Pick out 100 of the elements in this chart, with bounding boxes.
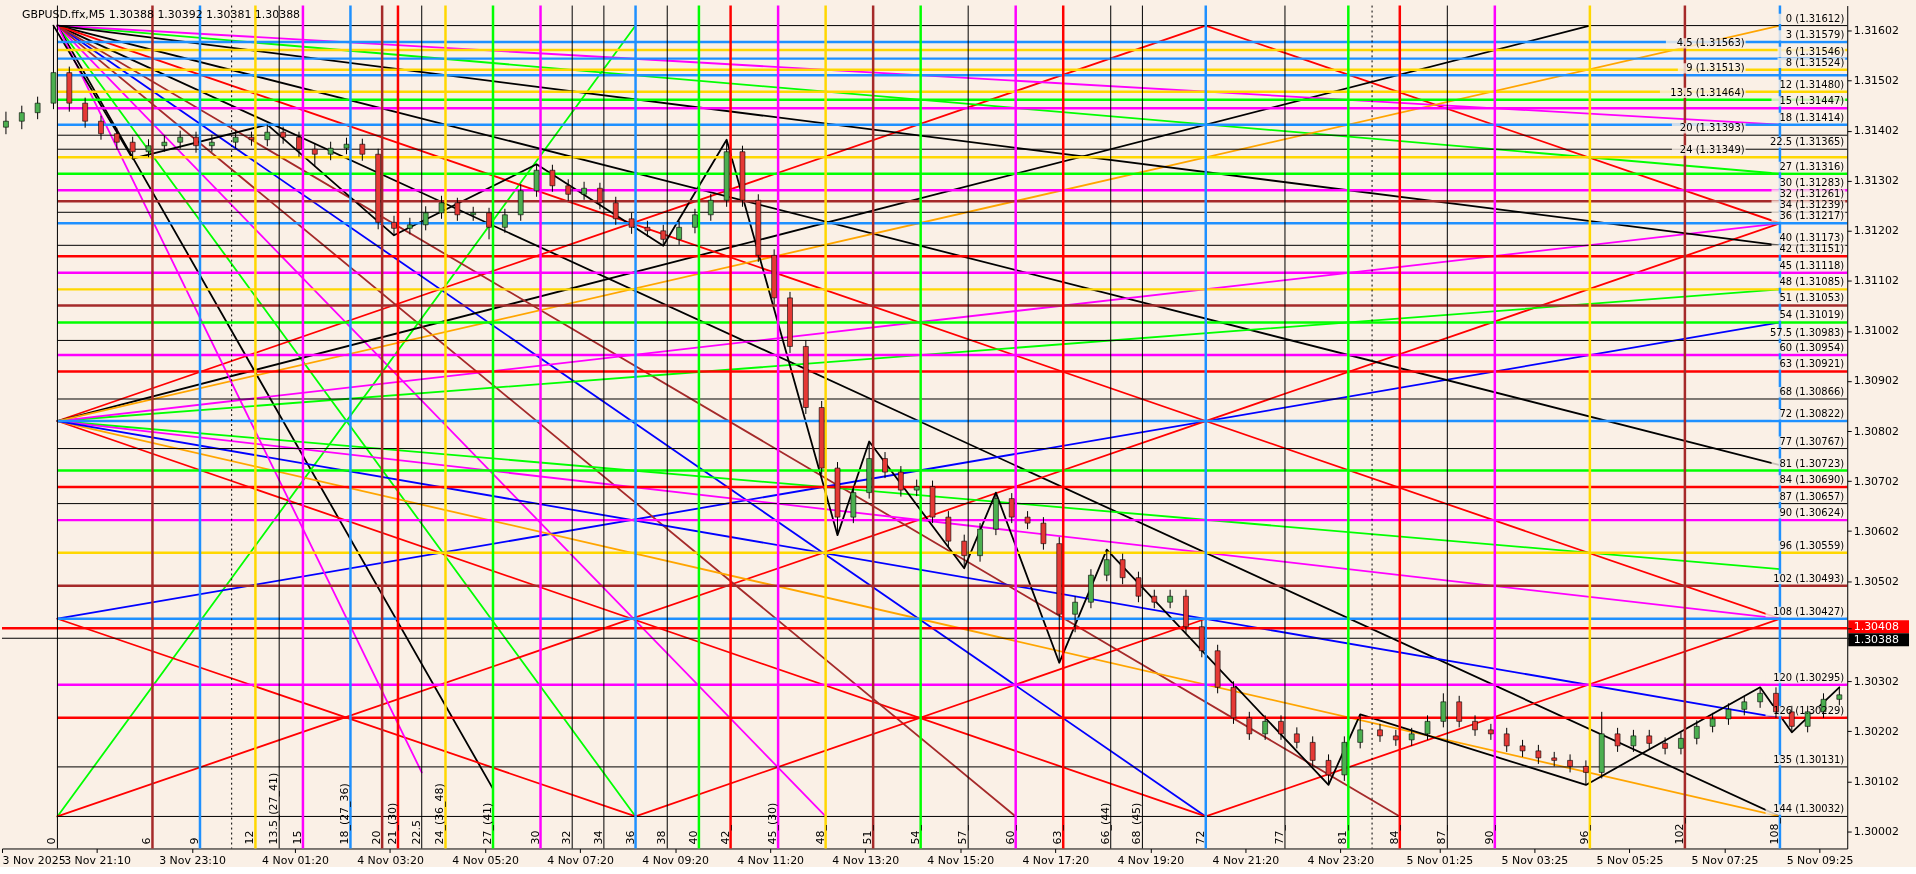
ref-line-label: 57.5 (1.30983) [1770, 327, 1845, 339]
ref-line-label: 34 [591, 830, 605, 845]
ref-line-label: 30 (1.31283) [1779, 177, 1845, 189]
ref-line-label: 40 [686, 830, 700, 845]
ref-line-label: 81_ [1336, 824, 1350, 845]
ref-line-label: 30 [528, 830, 542, 845]
x-tick-label: 5 Nov 03:25 [1501, 853, 1569, 867]
ref-line-label: 0 [45, 837, 59, 845]
ref-line-label: 6 (1.31546) [1785, 45, 1845, 57]
ref-line-label: 21_(30) [385, 802, 399, 845]
x-tick-label: 3 Nov 21:10 [64, 853, 131, 867]
ref-line-label: 20 [370, 830, 384, 845]
ref-line-label: 4.5 (1.31563) [1676, 37, 1745, 49]
ref-line-label: 60_ [1003, 824, 1017, 845]
ref-line-label: 54 (1.31019) [1779, 309, 1845, 321]
ref-line-label: 9 (1.31513) [1686, 62, 1745, 74]
ref-line-label: 108 (1.30427) [1773, 605, 1845, 617]
ref-line-label: 6 [140, 837, 154, 845]
ref-line-label: 12 [243, 830, 257, 845]
ref-line-label: 42_ [718, 824, 732, 845]
ref-line-label: 48 (1.31085) [1779, 276, 1845, 288]
ref-line-label: 34 (1.31239) [1779, 199, 1845, 211]
x-tick-label: 3 Nov 2025 [2, 853, 66, 867]
y-tick-label: 1.31102 [1853, 274, 1899, 288]
ref-line-label: 51_ [861, 824, 875, 845]
ref-line-label: 84 (1.30690) [1779, 474, 1845, 486]
y-tick-label: 1.30102 [1853, 774, 1899, 788]
ref-line-label: 45_(30) [766, 802, 780, 845]
ref-line-label: 87_ [1435, 824, 1449, 845]
ref-line-label: 32 (1.31261) [1779, 188, 1845, 200]
ref-line-label: 60 (1.30954) [1779, 341, 1845, 353]
ref-line-label: 27 (1.31316) [1779, 160, 1845, 172]
ref-line-label: 77 (1.30767) [1779, 435, 1845, 447]
ref-line-label: 48_ [813, 824, 827, 845]
y-tick-label: 1.30702 [1853, 474, 1899, 488]
ref-line-label: 72 (1.30822) [1779, 408, 1845, 420]
x-tick-label: 4 Nov 11:20 [737, 853, 805, 867]
ref-line-label: 63_ [1051, 824, 1065, 845]
x-tick-label: 3 Nov 23:10 [159, 853, 226, 867]
x-tick-label: 4 Nov 03:20 [357, 853, 424, 867]
x-tick-label: 5 Nov 05:25 [1596, 853, 1664, 867]
ref-line-label: 38 [655, 830, 669, 845]
ref-line-label: 18 (1.31414) [1779, 111, 1845, 123]
ref-line-label: 40 (1.31173) [1779, 232, 1845, 244]
y-tick-label: 1.30202 [1853, 724, 1899, 738]
y-tick-label: 1.31502 [1853, 74, 1899, 88]
x-tick-label: 4 Nov 17:20 [1022, 853, 1090, 867]
x-tick-label: 4 Nov 13:20 [832, 853, 900, 867]
x-tick-label: 4 Nov 01:20 [262, 853, 329, 867]
ref-line-label: 13.5 (1.31464) [1670, 86, 1745, 98]
ref-line-label: 96_ [1577, 824, 1591, 845]
y-tick-label: 1.30388 [1853, 633, 1899, 647]
y-tick-label: 1.30408 [1853, 620, 1899, 634]
y-tick-label: 1.31202 [1853, 224, 1899, 238]
x-tick-label: 4 Nov 05:20 [452, 853, 520, 867]
ref-line-label: 15 (1.31447) [1779, 95, 1845, 107]
ref-line-label: 20 (1.31393) [1679, 122, 1745, 134]
x-tick-label: 4 Nov 15:20 [927, 853, 995, 867]
ref-line-label: 63 (1.30921) [1779, 358, 1845, 370]
ref-line-label: 68_(45) [1130, 802, 1144, 845]
y-tick-label: 1.30602 [1853, 524, 1899, 538]
ref-line-label: 24 (1.31349) [1679, 144, 1745, 156]
y-tick-label: 1.31402 [1853, 124, 1899, 138]
x-tick-label: 4 Nov 19:20 [1117, 853, 1185, 867]
ref-line-label: 72 [1193, 830, 1207, 845]
ref-line-label: 96 (1.30559) [1779, 539, 1845, 551]
ref-line-label: 120 (1.30295) [1773, 671, 1845, 683]
x-tick-label: 5 Nov 07:25 [1691, 853, 1759, 867]
ref-line-label: 9 [187, 837, 201, 845]
y-tick-label: 1.31602 [1853, 24, 1899, 38]
y-tick-label: 1.30502 [1853, 574, 1899, 588]
ref-line-label: 12 (1.31480) [1779, 78, 1845, 90]
x-tick-label: 5 Nov 01:25 [1406, 853, 1474, 867]
ref-line-label: 66_(44) [1098, 802, 1112, 845]
ref-line-label: 90 (1.30624) [1779, 507, 1845, 519]
ref-line-label: 135 (1.30131) [1773, 753, 1845, 765]
ref-line-label: 3 (1.31579) [1785, 29, 1845, 41]
ref-line-label: 32 [560, 830, 574, 845]
x-tick-label: 4 Nov 21:20 [1212, 853, 1280, 867]
ref-line-label: 15 [290, 830, 304, 845]
ref-line-label: 102_ [1672, 817, 1686, 845]
ref-line-label: 42 (1.31151) [1779, 243, 1845, 255]
ref-line-label: 81 (1.30723) [1779, 457, 1845, 469]
ref-line-label: 22.5 [409, 820, 423, 845]
ref-line-label: 36 (1.31217) [1779, 210, 1845, 222]
ref-line-label: 54_ [908, 824, 922, 845]
ref-line-label: 27_(41) [481, 802, 495, 845]
ref-line-label: 13.5_(27_41) [267, 772, 281, 845]
ref-line-label: 84_ [1387, 824, 1401, 845]
x-tick-label: 4 Nov 09:20 [642, 853, 710, 867]
ref-line-label: 102 (1.30493) [1773, 572, 1845, 584]
y-tick-label: 1.30302 [1853, 674, 1899, 688]
y-tick-label: 1.31302 [1853, 174, 1899, 188]
ref-line-label: 18_(27_36) [338, 783, 352, 845]
ref-line-label: 90_ [1482, 824, 1496, 845]
y-tick-label: 1.30002 [1853, 824, 1899, 838]
x-tick-label: 5 Nov 09:25 [1786, 853, 1854, 867]
ref-line-label: 68 (1.30866) [1779, 386, 1845, 398]
ref-line-label: 144 (1.30032) [1773, 803, 1845, 815]
x-tick-label: 4 Nov 23:20 [1307, 853, 1375, 867]
